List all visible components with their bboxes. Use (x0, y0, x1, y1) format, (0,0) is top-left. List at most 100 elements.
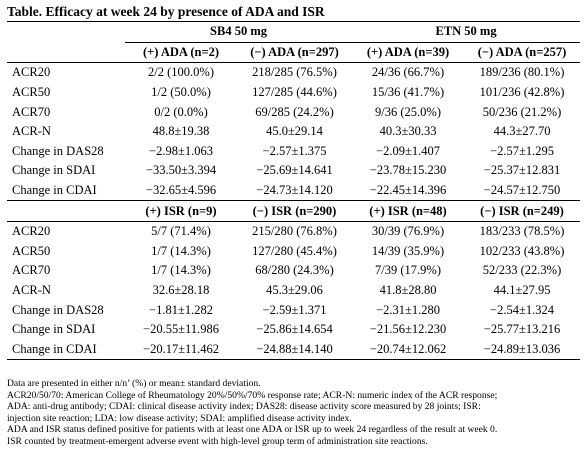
table-row: ACR20 5/7 (71.4%) 215/280 (76.8%) 30/39 (76… (7, 220, 581, 242)
table-cell: 218/285 (76.5%) (237, 62, 353, 83)
table-cell: 183/233 (78.5%) (464, 220, 581, 242)
table-row: Change in SDAI −20.55±11.986 −25.86±14.654… (7, 320, 580, 340)
table-row: ACR-N 48.8±19.38 45.0±29.14 40.3±30.33 44.3±… (7, 122, 580, 142)
table-cell: 9/36 (25.0%) (375, 104, 441, 119)
table-cell: −2.57±1.375 (262, 143, 327, 158)
row-label: Change in CDAI (7, 339, 125, 361)
table-cell: −2.54±1.324 (490, 302, 554, 317)
footnote-line: ADA: anti-drug antibody; CDAI: clinical … (7, 401, 481, 413)
row-label: ACR20 (7, 62, 125, 83)
table-cell: −21.56±12.230 (369, 322, 447, 337)
row-label: Change in DAS28 (12, 143, 104, 158)
table-cell: 14/39 (35.9%) (371, 243, 445, 258)
table-cell: −24.57±12.750 (483, 183, 561, 198)
column-header: (+) ADA (n=2) (142, 44, 220, 59)
table-row: Change in DAS28 −1.81±1.282 −2.59±1.371 −2.… (7, 300, 580, 320)
table-cell: 102/233 (43.8%) (479, 243, 565, 258)
table-row: Change in CDAI −20.17±11.462 −24.88±14.140… (7, 339, 581, 361)
table-cell: −20.17±11.462 (125, 339, 237, 361)
table-cell: −24.88±14.140 (237, 339, 353, 361)
table-cell: 5/7 (71.4%) (125, 220, 237, 242)
row-label: ACR20 (7, 220, 125, 242)
table-cell: −25.37±12.831 (483, 163, 561, 178)
table-cell: 44.1±27.95 (493, 283, 551, 298)
column-header: (−) ADA (n=297) (250, 44, 339, 59)
table-cell: −2.59±1.371 (262, 302, 327, 317)
table-cell: 24/36 (66.7%) (352, 62, 465, 83)
table-cell: 41.8±28.80 (379, 283, 437, 298)
table-cell: 40.3±30.33 (379, 124, 437, 139)
table-cell: −24.89±13.036 (464, 339, 581, 361)
footnote-line: ACR20/50/70: American College of Rheumat… (7, 389, 498, 401)
table-row: Change in DAS28 −2.98±1.063 −2.57±1.375 −2.… (7, 142, 580, 162)
table-cell: 1/7 (14.3%) (151, 263, 211, 278)
table-row: ACR70 0/2 (0.0%) 69/285 (24.2%) 9/36 (25.0%… (7, 102, 580, 122)
table-cell: 7/39 (17.9%) (375, 263, 441, 278)
footnote-line: injection site reaction; LDA: low diseas… (7, 412, 352, 424)
table-cell: 215/280 (76.8%) (237, 220, 353, 242)
table-cell: −1.81±1.282 (149, 302, 213, 317)
table-row: ACR20 2/2 (100.0%) 218/285 (76.5%) 24/36 (6… (7, 62, 581, 83)
column-header: (+) ISR (n=9) (125, 200, 237, 222)
table-cell: −22.45±14.396 (369, 183, 447, 198)
table-row: ACR50 1/2 (50.0%) 127/285 (44.6%) 15/36 (41… (7, 83, 580, 103)
footnote-line: ISR counted by treatment-emergent advers… (7, 435, 428, 447)
ada-header-row: (+) ADA (n=2) (−) ADA (n=297) (+) ADA (n=3… (7, 42, 580, 63)
table-cell: −20.74±12.062 (352, 339, 465, 361)
row-label: Change in SDAI (12, 322, 96, 337)
table-cell: −25.77±13.216 (483, 322, 561, 337)
table-cell: 32.6±28.18 (152, 283, 210, 298)
row-label: ACR-N (12, 124, 51, 139)
empty-header-cell (7, 21, 125, 43)
empty-header-cell (7, 42, 125, 63)
table-cell: 50/236 (21.2%) (482, 104, 562, 119)
table-cell: −2.09±1.407 (376, 143, 440, 158)
empty-header-cell (7, 200, 125, 222)
row-label: Change in SDAI (12, 163, 96, 178)
table-cell: −23.78±15.230 (369, 163, 447, 178)
table-title: Table. Efficacy at week 24 by presence o… (7, 4, 325, 19)
row-label: ACR-N (12, 283, 51, 298)
table-cell: 69/285 (24.2%) (255, 104, 334, 119)
table-cell: −2.57±1.295 (490, 143, 554, 158)
table-cell: −25.86±14.654 (256, 322, 333, 337)
table-cell: 44.3±27.70 (493, 124, 551, 139)
table-row: ACR-N 32.6±28.18 45.3±29.06 41.8±28.80 44.1±… (7, 281, 580, 301)
table-cell: −25.69±14.641 (256, 163, 333, 178)
footnote-line: ADA and ISR status defined positive for … (7, 424, 498, 436)
table-row: ACR70 1/7 (14.3%) 68/280 (24.3%) 7/39 (17.9… (7, 261, 580, 281)
table-cell: −33.50±3.394 (145, 163, 217, 178)
footnote-line: Data are presented in either n/n’ (%) or… (7, 378, 261, 389)
row-label: Change in DAS28 (12, 302, 104, 317)
table-row: Change in SDAI −33.50±3.394 −25.69±14.641 −… (7, 161, 580, 181)
table-cell: 48.8±19.38 (152, 124, 210, 139)
table-cell: 127/280 (45.4%) (252, 243, 337, 258)
isr-header-row: (+) ISR (n=9) (−) ISR (n=290) (+) ISR (n=4… (7, 200, 581, 222)
table-cell: −2.31±1.280 (376, 302, 440, 317)
column-header: (+) ADA (n=39) (366, 44, 450, 59)
group-header-etn: ETN 50 mg (352, 21, 581, 43)
column-header: (−) ISR (n=249) (464, 200, 581, 222)
row-label: Change in CDAI (12, 183, 97, 198)
group-header-row: SB4 50 mg ETN 50 mg (7, 21, 581, 43)
efficacy-table: SB4 50 mg ETN 50 mg (+) ADA (n=2) (−) ADA… (7, 21, 581, 361)
column-header: (+) ISR (n=48) (352, 200, 465, 222)
row-label: ACR70 (12, 263, 51, 278)
table-cell: 45.3±29.06 (266, 283, 323, 298)
table-cell: 1/2 (50.0%) (151, 85, 211, 100)
table-cell: −20.55±11.986 (143, 322, 219, 337)
row-label: ACR70 (12, 104, 51, 119)
table-cell: 15/36 (41.7%) (371, 85, 445, 100)
column-header: (−) ADA (n=257) (477, 44, 567, 59)
table-footnotes: Data are presented in either n/n’ (%) or… (7, 378, 582, 448)
group-header-sb4: SB4 50 mg (125, 21, 353, 43)
column-header: (−) ISR (n=290) (237, 200, 353, 222)
table-cell: 101/236 (42.8%) (479, 85, 565, 100)
table-row: ACR50 1/7 (14.3%) 127/280 (45.4%) 14/39 (35… (7, 242, 580, 262)
table-cell: 30/39 (76.9%) (352, 220, 465, 242)
table-row: Change in CDAI −32.65±4.596 −24.73±14.120 −… (7, 181, 580, 201)
row-label: ACR50 (12, 243, 51, 258)
table-cell: −2.98±1.063 (149, 143, 213, 158)
table-cell: 2/2 (100.0%) (125, 62, 237, 83)
row-label: ACR50 (12, 85, 51, 100)
